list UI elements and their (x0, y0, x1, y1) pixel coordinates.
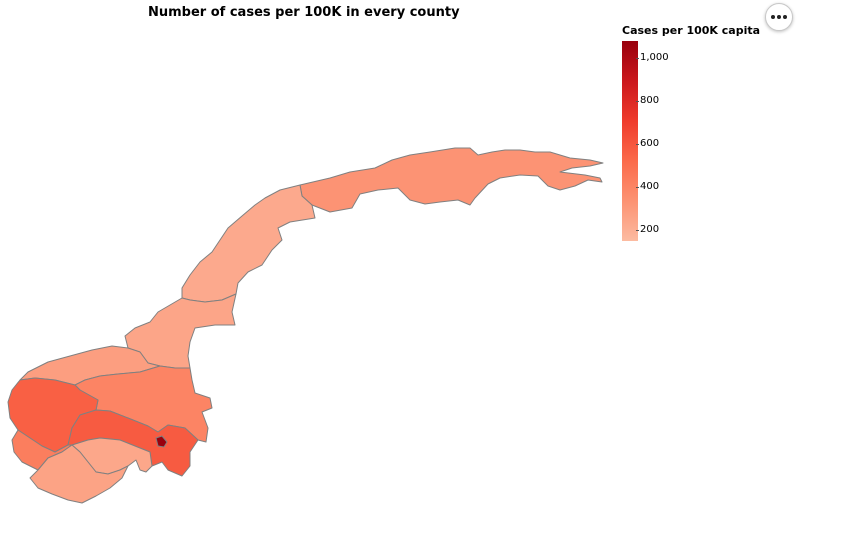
county-troms-finnmark[interactable] (299, 147, 604, 213)
color-legend: Cases per 100K capita 1,000 800 600 400 200 (622, 24, 761, 241)
county-nordland[interactable] (181, 184, 316, 303)
more-horizontal-icon (771, 15, 787, 19)
legend-title: Cases per 100K capita (622, 24, 761, 37)
legend-tick-label: 1,000 (636, 52, 669, 64)
legend-tick-label: 200 (635, 224, 660, 236)
county-agder[interactable] (29, 444, 129, 504)
county-oslo[interactable] (155, 435, 168, 448)
legend-tick-label: 400 (635, 181, 660, 193)
chart-title: Number of cases per 100K in every county (148, 5, 460, 20)
actions-menu-button[interactable] (765, 3, 793, 31)
legend-tick-label: 800 (635, 95, 660, 107)
legend-tick-label: 600 (635, 138, 660, 150)
legend-color-ramp (622, 41, 638, 241)
